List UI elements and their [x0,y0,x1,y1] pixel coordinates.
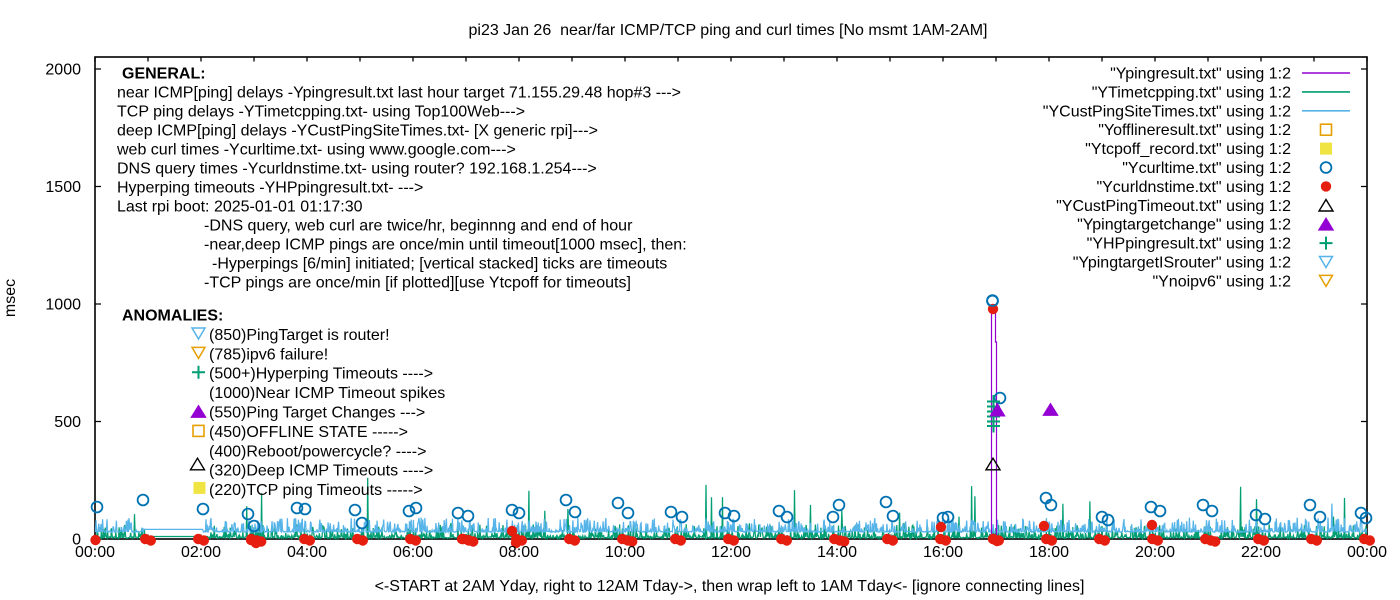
svg-text:"Ypingtargetchange" using 1:2: "Ypingtargetchange" using 1:2 [1077,217,1291,234]
svg-text:14:00: 14:00 [817,544,857,561]
svg-text:"Ytcpoff_record.txt" using 1:2: "Ytcpoff_record.txt" using 1:2 [1085,141,1291,158]
svg-text:pi23 Jan 26 near/far ICMP/TCP: pi23 Jan 26 near/far ICMP/TCP ping and c… [468,22,987,39]
svg-text:Hyperping timeouts -YHPpingres: Hyperping timeouts -YHPpingresult.txt- -… [117,180,423,197]
svg-text:-Hyperpings [6/min] initiated;: -Hyperpings [6/min] initiated; [vertical… [212,256,667,273]
svg-text:18:00: 18:00 [1029,544,1069,561]
svg-text:"YHPpingresult.txt" using 1:2: "YHPpingresult.txt" using 1:2 [1087,236,1291,253]
svg-text:<-START at 2AM Yday, right to: <-START at 2AM Yday, right to 12AM Tday-… [375,578,1085,595]
svg-text:"YCustPingSiteTimes.txt" using: "YCustPingSiteTimes.txt" using 1:2 [1043,103,1291,120]
svg-text:10:00: 10:00 [605,544,645,561]
svg-text:deep ICMP[ping] delays -YCustP: deep ICMP[ping] delays -YCustPingSiteTim… [117,123,598,140]
svg-text:msec: msec [2,279,19,317]
svg-text:TCP ping delays -YTimetcpping.: TCP ping delays -YTimetcpping.txt- using… [117,104,525,121]
svg-text:(785)ipv6 failure!: (785)ipv6 failure! [209,346,328,363]
svg-text:Last rpi boot: 2025-01-01 01:1: Last rpi boot: 2025-01-01 01:17:30 [117,199,363,216]
svg-text:-TCP pings are once/min [if pl: -TCP pings are once/min [if plotted][use… [204,275,631,292]
svg-text:"YCustPingTimeout.txt" using 1: "YCustPingTimeout.txt" using 1:2 [1056,198,1291,215]
svg-text:16:00: 16:00 [923,544,963,561]
svg-text:2000: 2000 [45,62,81,79]
svg-text:"Ypingresult.txt" using 1:2: "Ypingresult.txt" using 1:2 [1110,66,1291,83]
svg-text:00:00: 00:00 [75,544,115,561]
svg-text:(400)Reboot/powercycle? ---->: (400)Reboot/powercycle? ----> [209,443,426,460]
svg-text:-near,deep ICMP pings are once: -near,deep ICMP pings are once/min until… [204,237,687,254]
svg-text:"Ycurldnstime.txt" using 1:2: "Ycurldnstime.txt" using 1:2 [1096,179,1291,196]
svg-text:12:00: 12:00 [711,544,751,561]
svg-text:(550)Ping Target Changes --->: (550)Ping Target Changes ---> [209,405,425,422]
svg-text:06:00: 06:00 [393,544,433,561]
svg-text:near ICMP[ping] delays -Ypingr: near ICMP[ping] delays -Ypingresult.txt … [117,85,681,102]
svg-text:500: 500 [54,414,81,431]
svg-text:(220)TCP ping Timeouts ----->: (220)TCP ping Timeouts -----> [209,482,423,499]
svg-text:20:00: 20:00 [1135,544,1175,561]
svg-text:"YTimetcpping.txt" using 1:2: "YTimetcpping.txt" using 1:2 [1092,84,1291,101]
svg-text:(500+)Hyperping Timeouts ---->: (500+)Hyperping Timeouts ----> [209,366,433,383]
svg-text:DNS query times -Ycurldnstime.: DNS query times -Ycurldnstime.txt- using… [117,161,597,178]
svg-text:04:00: 04:00 [287,544,327,561]
svg-text:1500: 1500 [45,179,81,196]
svg-text:08:00: 08:00 [499,544,539,561]
svg-text:"Ynoipv6" using 1:2: "Ynoipv6" using 1:2 [1152,273,1291,290]
svg-text:22:00: 22:00 [1241,544,1281,561]
svg-text:(850)PingTarget is router!: (850)PingTarget is router! [209,327,390,344]
svg-text:web curl times -Ycurltime.txt-: web curl times -Ycurltime.txt- using www… [116,142,516,159]
svg-text:02:00: 02:00 [181,544,221,561]
svg-text:-DNS query, web curl are twice: -DNS query, web curl are twice/hr, begin… [204,218,633,235]
svg-text:"Yofflineresult.txt" using 1:2: "Yofflineresult.txt" using 1:2 [1098,122,1291,139]
svg-text:(450)OFFLINE STATE ----->: (450)OFFLINE STATE -----> [209,424,408,441]
svg-text:(1000)Near ICMP Timeout spikes: (1000)Near ICMP Timeout spikes [209,385,445,402]
svg-text:0: 0 [72,532,81,549]
svg-text:ANOMALIES:: ANOMALIES: [122,308,223,325]
svg-text:"Ycurltime.txt" using 1:2: "Ycurltime.txt" using 1:2 [1122,160,1291,177]
svg-text:00:00: 00:00 [1347,544,1387,561]
svg-text:1000: 1000 [45,297,81,314]
svg-text:"YpingtargetISrouter" using 1:: "YpingtargetISrouter" using 1:2 [1073,255,1291,272]
svg-text:GENERAL:: GENERAL: [122,66,206,83]
svg-text:(320)Deep ICMP Timeouts ---->: (320)Deep ICMP Timeouts ----> [209,463,433,480]
